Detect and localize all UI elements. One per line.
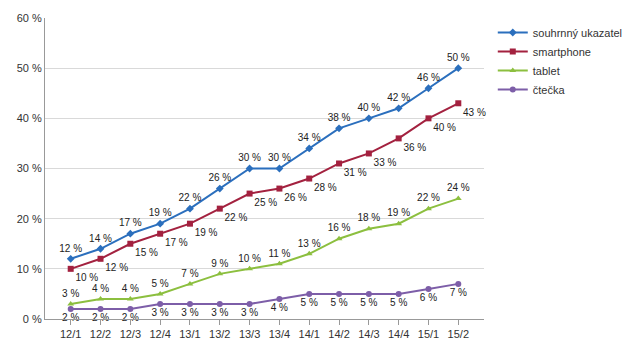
svg-text:12/1: 12/1: [60, 328, 81, 340]
svg-text:15/1: 15/1: [418, 328, 439, 340]
svg-text:22 %: 22 %: [417, 192, 440, 203]
svg-text:6 %: 6 %: [420, 292, 437, 303]
svg-text:60 %: 60 %: [17, 12, 42, 24]
svg-text:17 %: 17 %: [119, 217, 142, 228]
svg-text:10 %: 10 %: [75, 272, 98, 283]
svg-text:22 %: 22 %: [225, 212, 248, 223]
svg-text:smartphone: smartphone: [533, 46, 591, 58]
svg-text:5 %: 5 %: [390, 297, 407, 308]
svg-text:40 %: 40 %: [357, 102, 380, 113]
svg-text:36 %: 36 %: [403, 142, 426, 153]
svg-text:12/4: 12/4: [149, 328, 170, 340]
svg-text:30 %: 30 %: [268, 152, 291, 163]
svg-text:10 %: 10 %: [17, 263, 42, 275]
svg-text:3 %: 3 %: [241, 307, 258, 318]
svg-text:čtečka: čtečka: [533, 84, 566, 96]
svg-text:15/2: 15/2: [448, 328, 469, 340]
svg-text:2 %: 2 %: [122, 312, 139, 323]
svg-text:4 %: 4 %: [122, 283, 139, 294]
svg-text:14/3: 14/3: [358, 328, 379, 340]
svg-text:26 %: 26 %: [284, 192, 307, 203]
svg-text:14 %: 14 %: [89, 233, 112, 244]
svg-text:2 %: 2 %: [62, 312, 79, 323]
svg-text:12/2: 12/2: [90, 328, 111, 340]
svg-text:12 %: 12 %: [105, 262, 128, 273]
svg-text:12/3: 12/3: [120, 328, 141, 340]
svg-text:12 %: 12 %: [59, 243, 82, 254]
svg-text:13/4: 13/4: [269, 328, 290, 340]
svg-text:14/4: 14/4: [388, 328, 409, 340]
svg-text:5 %: 5 %: [152, 278, 169, 289]
svg-text:25 %: 25 %: [254, 197, 277, 208]
svg-text:13 %: 13 %: [298, 238, 321, 249]
svg-text:13/2: 13/2: [209, 328, 230, 340]
svg-text:5 %: 5 %: [301, 297, 318, 308]
svg-text:13/1: 13/1: [179, 328, 200, 340]
svg-text:9 %: 9 %: [211, 258, 228, 269]
svg-text:19 %: 19 %: [387, 207, 410, 218]
svg-text:19 %: 19 %: [149, 207, 172, 218]
svg-text:7 %: 7 %: [450, 287, 467, 298]
svg-text:50 %: 50 %: [17, 62, 42, 74]
svg-text:3 %: 3 %: [152, 307, 169, 318]
svg-text:3 %: 3 %: [62, 288, 79, 299]
svg-text:10 %: 10 %: [238, 253, 261, 264]
svg-text:30 %: 30 %: [17, 162, 42, 174]
svg-text:38 %: 38 %: [328, 112, 351, 123]
svg-text:19 %: 19 %: [195, 227, 218, 238]
svg-text:33 %: 33 %: [374, 157, 397, 168]
svg-text:42 %: 42 %: [387, 92, 410, 103]
svg-text:souhrnný ukazatel: souhrnný ukazatel: [533, 27, 622, 39]
svg-text:11 %: 11 %: [268, 248, 290, 259]
svg-text:34 %: 34 %: [298, 132, 321, 143]
svg-text:14/1: 14/1: [299, 328, 320, 340]
svg-text:13/3: 13/3: [239, 328, 260, 340]
svg-text:16 %: 16 %: [328, 222, 351, 233]
svg-text:14/2: 14/2: [328, 328, 349, 340]
svg-text:4 %: 4 %: [271, 302, 288, 313]
svg-text:28 %: 28 %: [314, 182, 337, 193]
svg-text:50 %: 50 %: [447, 52, 470, 63]
svg-text:22 %: 22 %: [179, 192, 202, 203]
svg-text:15 %: 15 %: [135, 247, 158, 258]
svg-text:31 %: 31 %: [344, 167, 367, 178]
svg-text:46 %: 46 %: [417, 72, 440, 83]
svg-text:40 %: 40 %: [433, 122, 456, 133]
svg-text:5 %: 5 %: [330, 297, 347, 308]
svg-text:30 %: 30 %: [238, 152, 261, 163]
svg-text:2 %: 2 %: [92, 312, 109, 323]
svg-text:tablet: tablet: [533, 65, 560, 77]
svg-text:3 %: 3 %: [211, 307, 228, 318]
svg-text:18 %: 18 %: [357, 212, 380, 223]
svg-text:43 %: 43 %: [463, 107, 486, 118]
svg-text:20 %: 20 %: [17, 213, 42, 225]
svg-text:5 %: 5 %: [360, 297, 377, 308]
svg-text:0 %: 0 %: [23, 313, 42, 325]
svg-text:40 %: 40 %: [17, 112, 42, 124]
svg-text:7 %: 7 %: [181, 268, 198, 279]
svg-text:4 %: 4 %: [92, 283, 109, 294]
svg-text:3 %: 3 %: [181, 307, 198, 318]
svg-text:24 %: 24 %: [447, 182, 470, 193]
svg-text:17 %: 17 %: [165, 237, 188, 248]
svg-text:26 %: 26 %: [208, 172, 231, 183]
